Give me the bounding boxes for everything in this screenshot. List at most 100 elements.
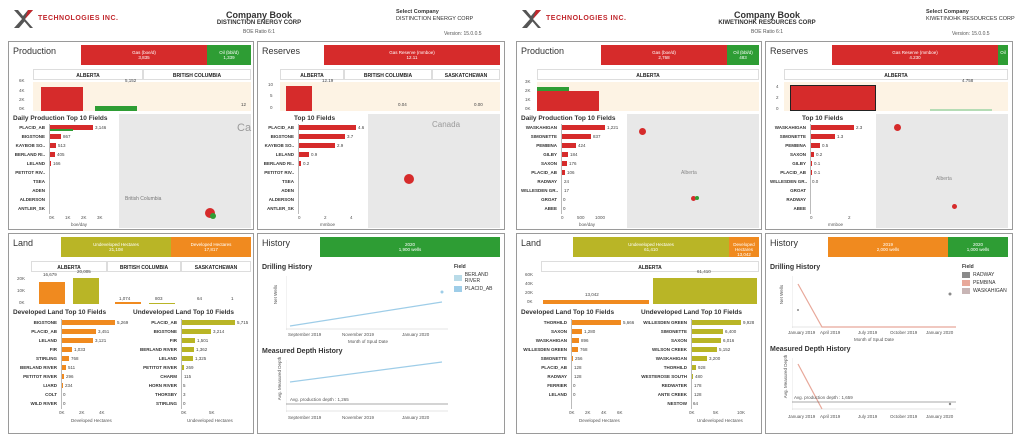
bar-alberta-undev[interactable]: [73, 278, 99, 304]
depth-history-chart[interactable]: [286, 360, 448, 412]
bar-alberta-gas[interactable]: [537, 91, 599, 111]
select-label: Select Company: [396, 9, 439, 15]
production-map[interactable]: Alberta: [627, 114, 759, 228]
column-alberta: ALBERTA: [784, 69, 1008, 80]
select-value[interactable]: KIWETINOHK RESOURCES CORP: [926, 16, 1015, 22]
column-alberta: ALBERTA: [280, 69, 344, 80]
map-marker[interactable]: [952, 204, 957, 209]
gas-summary[interactable]: Gas (boe/d) 3,835: [81, 45, 207, 65]
column-bc: BRITISH COLUMBIA: [344, 69, 432, 80]
brand-name: TECHNOLOGIES INC.: [546, 15, 627, 22]
page-title: Company Book: [225, 10, 292, 20]
history-summary: 2019 2,000 wells 2020 1,000 wells: [828, 237, 1008, 257]
undeveloped-summary[interactable]: Undeveloped Hectares 61,410: [573, 237, 729, 257]
drilling-history-chart[interactable]: [286, 276, 448, 330]
reserves-top10-chart: WASKAHIGAN 2.3 SIMONETTE 1.3 PEMBINA 0.5 SA…: [770, 124, 874, 214]
developed-summary[interactable]: Developed Hectares 17,817: [171, 237, 251, 257]
company-book-kiwetinohk: TECHNOLOGIES INC. Company Book KIWETINOH…: [512, 0, 1018, 439]
panel-title: Production: [13, 46, 57, 56]
top10-title: Daily Production Top 10 Fields: [521, 115, 616, 122]
select-value[interactable]: DISTINCTION ENERGY CORP: [396, 16, 474, 22]
oil-reserve-summary[interactable]: Oil: [998, 45, 1008, 65]
gas-reserve-summary[interactable]: Gas Reserve (mmboe) 12.11: [324, 45, 500, 65]
year-summary-2020[interactable]: 2020 1,000 wells: [948, 237, 1008, 257]
reserves-province-chart: 4.758: [784, 78, 1008, 111]
column-bc: BRITISH COLUMBIA: [107, 261, 181, 272]
panel-title: Production: [521, 46, 565, 56]
map-marker[interactable]: [404, 174, 414, 184]
version: Version: 15.0.0.5: [952, 31, 990, 37]
top10-title: Top 10 Fields: [294, 115, 336, 122]
panel-title: History: [770, 238, 799, 248]
history-summary: 2020 1,900 wells: [320, 237, 500, 257]
column-sk: SASKATCHEWAN: [181, 261, 251, 272]
bar-alberta-oil-reserve[interactable]: [930, 109, 992, 111]
top10-title: Top 10 Fields: [802, 115, 844, 122]
brand-name: TECHNOLOGIES INC.: [38, 15, 119, 22]
panel-title: Land: [521, 238, 542, 248]
oil-summary[interactable]: Oil (bbl/d) 1,339: [207, 45, 251, 65]
column-alberta: ALBERTA: [31, 261, 107, 272]
land-province-chart: 13,042 61,410: [541, 269, 759, 304]
drilling-history-chart[interactable]: [792, 276, 956, 328]
reserves-map[interactable]: Canada: [368, 114, 500, 228]
column-sk: SASKATCHEWAN: [432, 69, 500, 80]
panel-title: History: [262, 238, 291, 248]
legend-item[interactable]: WASKAHIGAN: [962, 288, 1007, 294]
reserves-panel: Reserves Gas Reserve (mmboe) 12.11 ALBERT…: [257, 41, 505, 230]
company-selector[interactable]: Select Company KIWETINOHK RESOURCES CORP: [926, 9, 1015, 23]
header: TECHNOLOGIES INC. Company Book DISTINCTI…: [4, 0, 510, 40]
production-province-chart: [537, 82, 759, 111]
undeveloped-summary[interactable]: Undeveloped Hectares 21,108: [61, 237, 171, 257]
undeveloped-top10-chart: WILLESDEN GREEN 9,928 SIMONETTE 6,400 SAXO…: [641, 319, 759, 409]
reserves-summary: Gas Reserve (mmboe) 4.230 Oil: [832, 45, 1008, 65]
production-map[interactable]: Ca British Columbia: [119, 114, 251, 228]
gas-reserve-summary[interactable]: Gas Reserve (mmboe) 4.230: [832, 45, 998, 65]
year-summary[interactable]: 2020 1,900 wells: [320, 237, 500, 257]
legend-item[interactable]: RADWAY: [962, 272, 1007, 278]
reserves-map[interactable]: Alberta: [876, 114, 1008, 228]
gas-summary[interactable]: Gas (boe/d) 2,768: [601, 45, 727, 65]
bar-alberta-reserve[interactable]: [790, 85, 876, 111]
undev-title: Undeveloped Land Top 10 Fields: [133, 309, 235, 316]
reserves-province-chart: 12.19 0.04 0.00: [280, 78, 500, 111]
developed-summary[interactable]: Developed Hectares 13,042: [729, 237, 759, 257]
boe-ratio: BOE Ratio 6:1: [243, 29, 275, 35]
bar-alberta-dev[interactable]: [39, 282, 65, 304]
reserves-summary: Gas Reserve (mmboe) 12.11: [324, 45, 500, 65]
map-marker[interactable]: [210, 213, 216, 219]
bar-alberta-gas[interactable]: [41, 87, 83, 111]
reserves-top10-chart: PLACID_AB 4.6 BIGSTONE 3.7 KAYBOB SO.. 2.9 …: [262, 124, 366, 214]
map-marker[interactable]: [639, 128, 646, 135]
bar-alberta-dev[interactable]: [543, 300, 649, 304]
company-name: KIWETINOHK RESOURCES CORP: [718, 20, 816, 26]
bar-bc-dev[interactable]: [115, 302, 141, 304]
land-panel: Land Undeveloped Hectares 21,108 Develope…: [8, 233, 254, 434]
company-selector[interactable]: Select Company DISTINCTION ENERGY CORP: [396, 9, 473, 23]
bar-alberta-oil[interactable]: [537, 87, 569, 91]
map-marker[interactable]: [894, 124, 901, 131]
xi-logo-icon: [14, 10, 33, 28]
map-marker[interactable]: [691, 196, 696, 201]
undeveloped-top10-chart: PLACID_AB 5,715 BIGSTONE 3,214 FIR 1,501 BE…: [133, 319, 251, 409]
year-summary-2019[interactable]: 2019 2,000 wells: [828, 237, 948, 257]
legend-item[interactable]: PEMBINA: [962, 280, 1007, 286]
bar-alberta-reserve[interactable]: [286, 86, 312, 111]
land-summary: Undeveloped Hectares 61,410 Developed Hec…: [573, 237, 759, 257]
oil-summary[interactable]: Oil (bbl/d) 483: [727, 45, 759, 65]
legend-item[interactable]: PLACID_AB: [454, 286, 504, 292]
bar-alberta-oil[interactable]: [95, 106, 137, 111]
history-panel: History 2019 2,000 wells 2020 1,000 wells …: [765, 233, 1013, 434]
legend-item[interactable]: BERLAND RIVER: [454, 272, 504, 284]
company-book-title: Company Book DISTINCTION ENERGY CORP BOE…: [184, 10, 334, 35]
depth-history-chart[interactable]: [792, 358, 956, 410]
bar-alberta-undev[interactable]: [653, 278, 757, 304]
xi-logo-icon: [522, 10, 541, 28]
map-marker[interactable]: [695, 196, 699, 200]
panel-title: Land: [13, 238, 34, 248]
company-name: DISTINCTION ENERGY CORP: [216, 20, 302, 26]
bar-bc-undev[interactable]: [149, 303, 175, 304]
select-label: Select Company: [926, 9, 969, 15]
production-panel: Production Gas (boe/d) 2,768 Oil (bbl/d) 4…: [516, 41, 762, 230]
panel-title: Reserves: [262, 46, 301, 56]
